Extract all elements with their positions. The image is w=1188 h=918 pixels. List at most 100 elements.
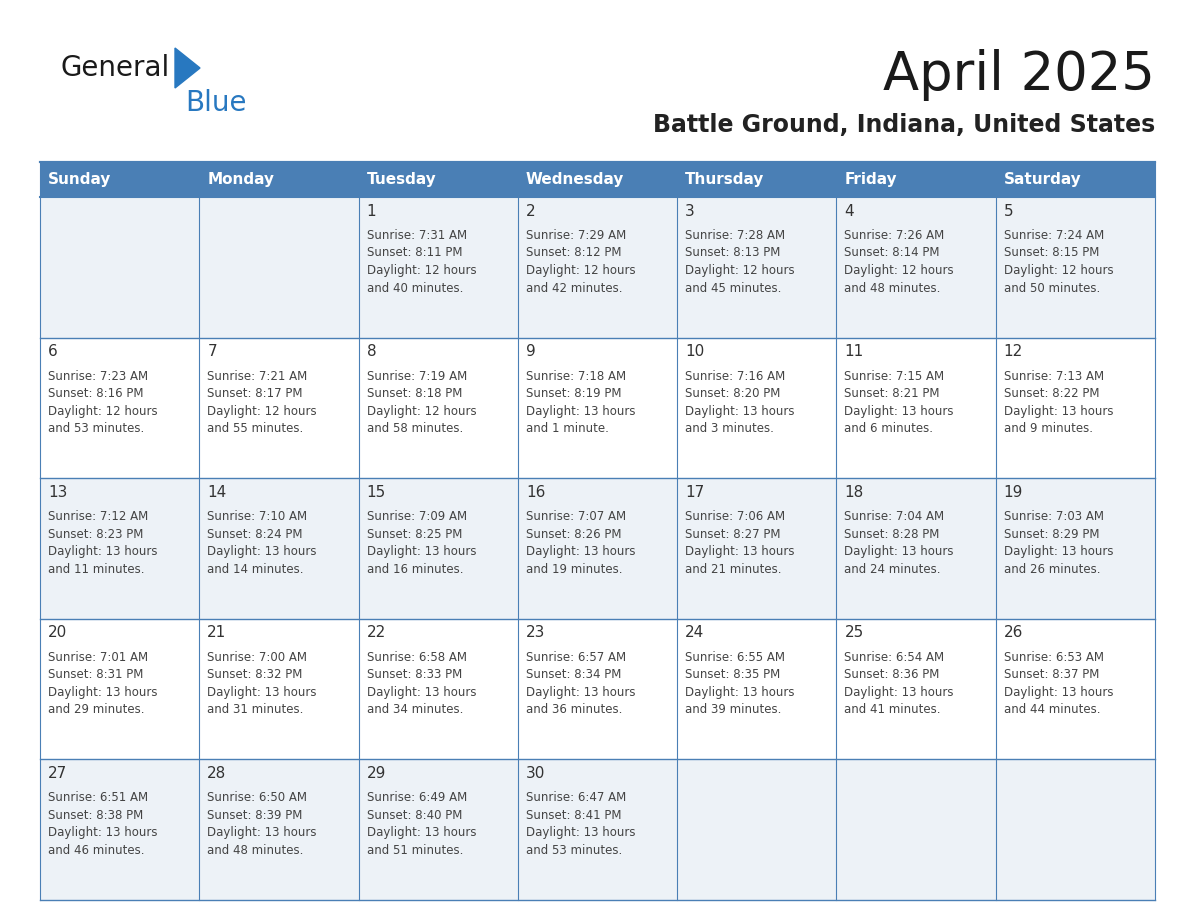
Bar (836, 162, 996, 197)
Text: Sunrise: 7:09 AM
Sunset: 8:25 PM
Daylight: 13 hours
and 16 minutes.: Sunrise: 7:09 AM Sunset: 8:25 PM Dayligh… (367, 510, 476, 576)
Bar (518, 619, 677, 759)
Polygon shape (175, 48, 200, 88)
Text: Sunrise: 7:12 AM
Sunset: 8:23 PM
Daylight: 13 hours
and 11 minutes.: Sunrise: 7:12 AM Sunset: 8:23 PM Dayligh… (48, 510, 158, 576)
Text: Sunrise: 6:49 AM
Sunset: 8:40 PM
Daylight: 13 hours
and 51 minutes.: Sunrise: 6:49 AM Sunset: 8:40 PM Dayligh… (367, 791, 476, 856)
Text: Sunrise: 7:26 AM
Sunset: 8:14 PM
Daylight: 12 hours
and 48 minutes.: Sunrise: 7:26 AM Sunset: 8:14 PM Dayligh… (845, 229, 954, 295)
Bar (40, 619, 200, 759)
Text: 13: 13 (48, 485, 68, 499)
Text: Sunrise: 7:24 AM
Sunset: 8:15 PM
Daylight: 12 hours
and 50 minutes.: Sunrise: 7:24 AM Sunset: 8:15 PM Dayligh… (1004, 229, 1113, 295)
Text: 17: 17 (685, 485, 704, 499)
Text: 2: 2 (526, 204, 536, 218)
Bar (518, 759, 677, 900)
Text: 7: 7 (207, 344, 217, 359)
Bar (996, 478, 1155, 619)
Text: 27: 27 (48, 766, 68, 781)
Text: Sunrise: 7:07 AM
Sunset: 8:26 PM
Daylight: 13 hours
and 19 minutes.: Sunrise: 7:07 AM Sunset: 8:26 PM Dayligh… (526, 510, 636, 576)
Text: 22: 22 (367, 625, 386, 640)
Text: Sunrise: 7:18 AM
Sunset: 8:19 PM
Daylight: 13 hours
and 1 minute.: Sunrise: 7:18 AM Sunset: 8:19 PM Dayligh… (526, 370, 636, 435)
Bar (518, 162, 677, 197)
Text: Sunrise: 6:50 AM
Sunset: 8:39 PM
Daylight: 13 hours
and 48 minutes.: Sunrise: 6:50 AM Sunset: 8:39 PM Dayligh… (207, 791, 317, 856)
Text: Sunrise: 7:16 AM
Sunset: 8:20 PM
Daylight: 13 hours
and 3 minutes.: Sunrise: 7:16 AM Sunset: 8:20 PM Dayligh… (685, 370, 795, 435)
Text: 26: 26 (1004, 625, 1023, 640)
Bar (677, 759, 836, 900)
Bar (359, 759, 518, 900)
Text: Thursday: Thursday (685, 172, 765, 187)
Text: Sunday: Sunday (48, 172, 112, 187)
Bar (200, 619, 359, 759)
Text: 1: 1 (367, 204, 377, 218)
Text: Battle Ground, Indiana, United States: Battle Ground, Indiana, United States (652, 113, 1155, 137)
Text: Sunrise: 6:55 AM
Sunset: 8:35 PM
Daylight: 13 hours
and 39 minutes.: Sunrise: 6:55 AM Sunset: 8:35 PM Dayligh… (685, 651, 795, 716)
Text: 3: 3 (685, 204, 695, 218)
Text: 4: 4 (845, 204, 854, 218)
Text: Monday: Monday (207, 172, 274, 187)
Bar (677, 162, 836, 197)
Text: 11: 11 (845, 344, 864, 359)
Text: Sunrise: 7:31 AM
Sunset: 8:11 PM
Daylight: 12 hours
and 40 minutes.: Sunrise: 7:31 AM Sunset: 8:11 PM Dayligh… (367, 229, 476, 295)
Bar (836, 478, 996, 619)
Text: 15: 15 (367, 485, 386, 499)
Bar (677, 338, 836, 478)
Text: 8: 8 (367, 344, 377, 359)
Text: General: General (61, 54, 169, 82)
Bar (200, 338, 359, 478)
Text: Sunrise: 7:06 AM
Sunset: 8:27 PM
Daylight: 13 hours
and 21 minutes.: Sunrise: 7:06 AM Sunset: 8:27 PM Dayligh… (685, 510, 795, 576)
Text: 30: 30 (526, 766, 545, 781)
Bar (40, 338, 200, 478)
Bar (518, 197, 677, 338)
Text: 29: 29 (367, 766, 386, 781)
Text: Sunrise: 7:19 AM
Sunset: 8:18 PM
Daylight: 12 hours
and 58 minutes.: Sunrise: 7:19 AM Sunset: 8:18 PM Dayligh… (367, 370, 476, 435)
Bar (359, 619, 518, 759)
Text: 5: 5 (1004, 204, 1013, 218)
Bar (996, 619, 1155, 759)
Bar (40, 759, 200, 900)
Bar (359, 162, 518, 197)
Bar (40, 197, 200, 338)
Text: Sunrise: 7:15 AM
Sunset: 8:21 PM
Daylight: 13 hours
and 6 minutes.: Sunrise: 7:15 AM Sunset: 8:21 PM Dayligh… (845, 370, 954, 435)
Text: 23: 23 (526, 625, 545, 640)
Bar (200, 759, 359, 900)
Text: 25: 25 (845, 625, 864, 640)
Text: 21: 21 (207, 625, 227, 640)
Text: Sunrise: 7:01 AM
Sunset: 8:31 PM
Daylight: 13 hours
and 29 minutes.: Sunrise: 7:01 AM Sunset: 8:31 PM Dayligh… (48, 651, 158, 716)
Text: 19: 19 (1004, 485, 1023, 499)
Text: 10: 10 (685, 344, 704, 359)
Bar (996, 162, 1155, 197)
Bar (359, 338, 518, 478)
Bar (677, 478, 836, 619)
Bar (200, 197, 359, 338)
Text: Sunrise: 6:47 AM
Sunset: 8:41 PM
Daylight: 13 hours
and 53 minutes.: Sunrise: 6:47 AM Sunset: 8:41 PM Dayligh… (526, 791, 636, 856)
Text: Sunrise: 6:54 AM
Sunset: 8:36 PM
Daylight: 13 hours
and 41 minutes.: Sunrise: 6:54 AM Sunset: 8:36 PM Dayligh… (845, 651, 954, 716)
Text: 18: 18 (845, 485, 864, 499)
Text: 24: 24 (685, 625, 704, 640)
Bar (836, 759, 996, 900)
Text: Sunrise: 7:00 AM
Sunset: 8:32 PM
Daylight: 13 hours
and 31 minutes.: Sunrise: 7:00 AM Sunset: 8:32 PM Dayligh… (207, 651, 317, 716)
Text: Blue: Blue (185, 89, 246, 117)
Bar (359, 478, 518, 619)
Text: Sunrise: 7:29 AM
Sunset: 8:12 PM
Daylight: 12 hours
and 42 minutes.: Sunrise: 7:29 AM Sunset: 8:12 PM Dayligh… (526, 229, 636, 295)
Bar (677, 619, 836, 759)
Text: Saturday: Saturday (1004, 172, 1081, 187)
Text: 6: 6 (48, 344, 58, 359)
Bar (518, 338, 677, 478)
Text: Sunrise: 7:04 AM
Sunset: 8:28 PM
Daylight: 13 hours
and 24 minutes.: Sunrise: 7:04 AM Sunset: 8:28 PM Dayligh… (845, 510, 954, 576)
Text: 12: 12 (1004, 344, 1023, 359)
Text: Friday: Friday (845, 172, 897, 187)
Text: Wednesday: Wednesday (526, 172, 624, 187)
Bar (836, 338, 996, 478)
Text: 16: 16 (526, 485, 545, 499)
Text: Sunrise: 7:23 AM
Sunset: 8:16 PM
Daylight: 12 hours
and 53 minutes.: Sunrise: 7:23 AM Sunset: 8:16 PM Dayligh… (48, 370, 158, 435)
Bar (677, 197, 836, 338)
Text: 14: 14 (207, 485, 227, 499)
Text: Sunrise: 6:53 AM
Sunset: 8:37 PM
Daylight: 13 hours
and 44 minutes.: Sunrise: 6:53 AM Sunset: 8:37 PM Dayligh… (1004, 651, 1113, 716)
Text: Tuesday: Tuesday (367, 172, 436, 187)
Bar (836, 197, 996, 338)
Text: Sunrise: 6:51 AM
Sunset: 8:38 PM
Daylight: 13 hours
and 46 minutes.: Sunrise: 6:51 AM Sunset: 8:38 PM Dayligh… (48, 791, 158, 856)
Bar (40, 478, 200, 619)
Bar (518, 478, 677, 619)
Text: 28: 28 (207, 766, 227, 781)
Text: Sunrise: 6:57 AM
Sunset: 8:34 PM
Daylight: 13 hours
and 36 minutes.: Sunrise: 6:57 AM Sunset: 8:34 PM Dayligh… (526, 651, 636, 716)
Bar (996, 759, 1155, 900)
Bar (200, 162, 359, 197)
Text: Sunrise: 7:13 AM
Sunset: 8:22 PM
Daylight: 13 hours
and 9 minutes.: Sunrise: 7:13 AM Sunset: 8:22 PM Dayligh… (1004, 370, 1113, 435)
